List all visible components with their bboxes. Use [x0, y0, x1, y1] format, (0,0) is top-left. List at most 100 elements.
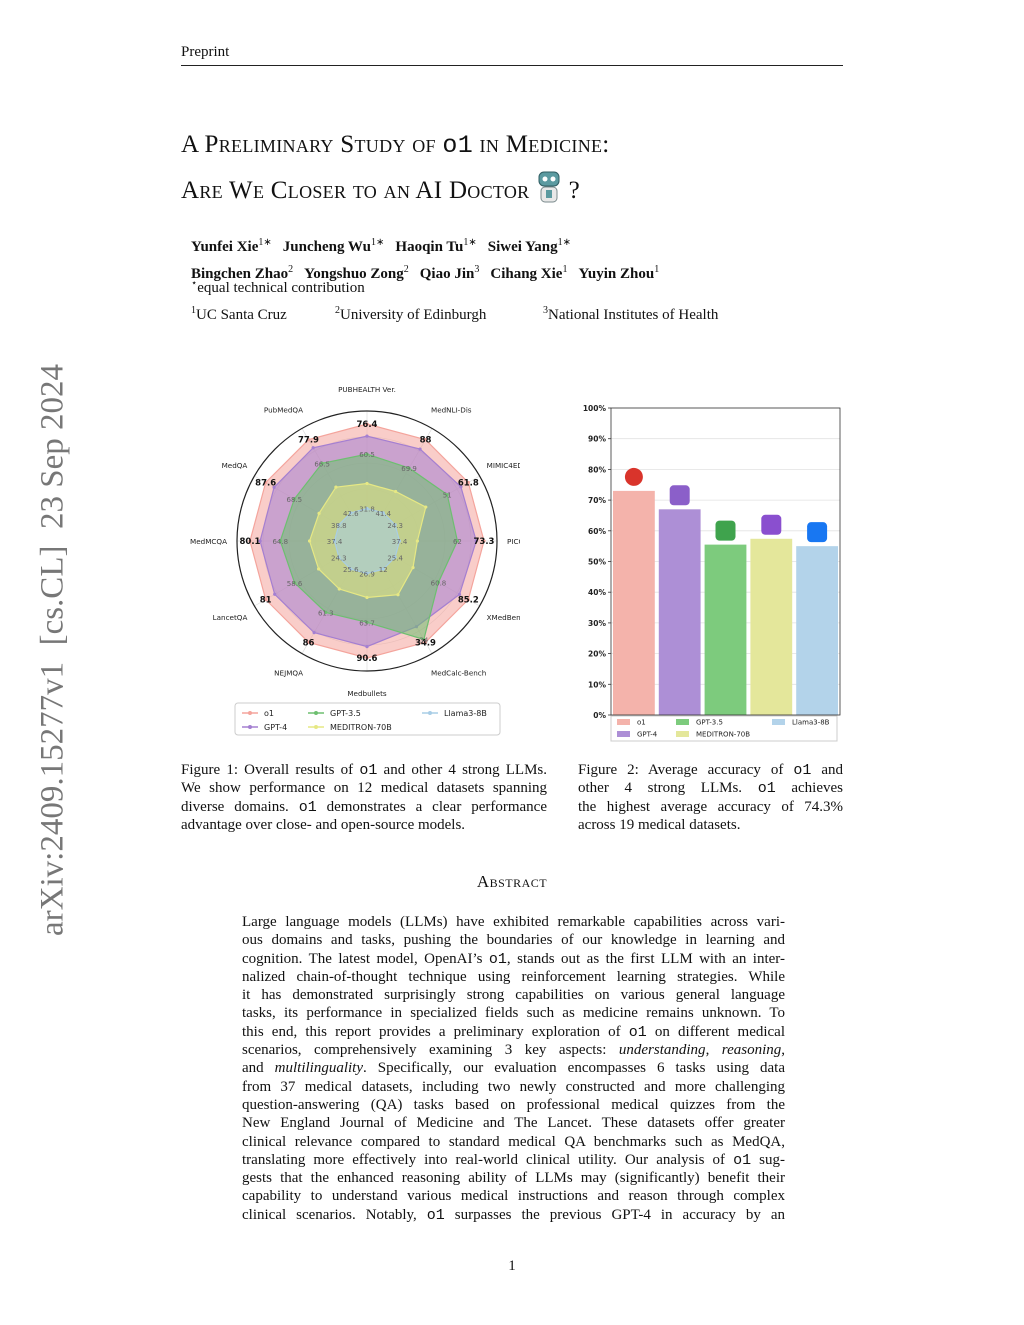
value-label: 61.8 — [458, 479, 479, 489]
radar-point — [273, 592, 277, 596]
value-label: 64.8 — [272, 538, 288, 546]
text-line: advantage over close- and open-source mo… — [181, 816, 547, 834]
value-label: 80.1 — [240, 537, 261, 547]
text-segment: surpasses the previous GPT-4 in accuracy… — [444, 1206, 785, 1223]
author-affil: 1∗ — [371, 237, 385, 248]
text-segment: , — [705, 1042, 722, 1059]
radar-point — [365, 656, 369, 660]
text-segment: o1 — [426, 1206, 445, 1224]
author-affil: 2 — [288, 263, 294, 275]
axis-label: MedCalc-Bench — [431, 669, 486, 678]
axis-label: MIMIC4ED — [487, 461, 520, 470]
text-line: it has demonstrated surprisingly strong … — [242, 986, 785, 1004]
radar-point — [418, 447, 422, 451]
radar-point — [349, 511, 353, 515]
legend-label: o1 — [637, 719, 646, 727]
radar-point — [349, 567, 353, 571]
text-segment: o1 — [359, 762, 378, 779]
axis-label: PICO — [507, 537, 520, 546]
text-segment: nalized chain-of-thought technique using… — [242, 968, 785, 985]
value-label: 41.4 — [375, 510, 391, 518]
text-segment: and other 4 strong LLMs. — [377, 762, 547, 778]
abstract-body: Large language models (LLMs) have exhibi… — [242, 913, 785, 1224]
legend-frame — [234, 702, 501, 736]
legend-frame — [610, 715, 838, 742]
bar — [796, 546, 838, 715]
author-row: Yunfei Xie1∗ Juncheng Wu1∗ Haoqin Tu1∗ Siwe… — [191, 232, 670, 259]
title-line: Are We Closer to an AI Doctor ? — [181, 170, 580, 205]
text-line: from 37 medical datasets, including two … — [242, 1078, 785, 1096]
value-label: 62 — [453, 538, 462, 546]
text-segment: Figure 1: Overall results of — [181, 762, 360, 778]
legend-swatch — [676, 731, 689, 737]
text-segment: it has demonstrated surprisingly strong … — [242, 987, 785, 1004]
text-segment: and — [811, 762, 843, 778]
text-segment: , stands out as the first LLM with an in… — [506, 950, 785, 967]
radar-point — [332, 539, 337, 543]
radar-point — [365, 595, 369, 600]
value-label: 88 — [420, 436, 432, 446]
text-line: the highest average accuracy of 74.3% — [578, 798, 843, 816]
affil-mark: 2 — [335, 305, 340, 316]
y-tick-label: 60% — [588, 527, 606, 536]
author-affil: 1∗ — [258, 237, 272, 248]
value-label: 51 — [443, 492, 452, 500]
text-line: gests that the enhanced reasoning abilit… — [242, 1169, 785, 1187]
text-segment: o1 — [793, 762, 812, 779]
bar-icon — [807, 522, 828, 543]
bar — [613, 490, 655, 715]
note-text: equal technical contribution — [197, 280, 365, 296]
text-line: diverse domains. o1 demonstrates a clear… — [181, 798, 547, 816]
value-label: 81 — [260, 596, 272, 606]
value-label: 73.3 — [474, 537, 495, 547]
text-line: scenarios, comprehensively examining 3 k… — [242, 1041, 785, 1059]
radar-point — [365, 452, 369, 456]
text-line: question-answering (QA) tasks based on p… — [242, 1096, 785, 1114]
radar-point — [424, 505, 428, 509]
value-label: 38.8 — [331, 522, 347, 530]
value-label: 25.6 — [343, 566, 359, 574]
text-segment: from 37 medical datasets, including two … — [242, 1078, 785, 1095]
text-segment: Large language models (LLMs) have exhibi… — [242, 914, 785, 930]
y-tick-label: 0% — [593, 711, 606, 720]
text-segment: o1 — [757, 780, 776, 798]
author-list: Yunfei Xie1∗ Juncheng Wu1∗ Haoqin Tu1∗ Siwe… — [191, 232, 670, 285]
author: Haoqin Tu1∗ — [395, 237, 476, 255]
text-line: and multilinguality. Specifically, our e… — [242, 1059, 785, 1077]
text-segment: across 19 medical datasets. — [578, 816, 741, 833]
legend-label: Llama3-8B — [792, 719, 830, 727]
value-label: 87.6 — [255, 479, 276, 489]
author: Cihang Xie1 — [490, 264, 567, 282]
radar-point — [264, 597, 268, 602]
radar-point — [317, 511, 321, 515]
arxiv-stamp: arXiv:2409.15277v1 [cs.CL] 23 Sep 2024 — [34, 364, 71, 936]
radar-point — [466, 597, 470, 602]
radar-point — [312, 631, 316, 635]
value-label: 66.5 — [314, 460, 330, 468]
radar-point — [316, 567, 321, 571]
bar — [704, 544, 747, 715]
radar-point — [264, 480, 268, 485]
author-affil: 1 — [654, 263, 660, 275]
value-label: 85.2 — [458, 596, 479, 606]
author: Yunfei Xie1∗ — [191, 237, 272, 255]
text-segment: reasoning — [721, 1042, 782, 1059]
text-segment: translating more effectively into real-w… — [242, 1151, 734, 1168]
radar-point — [381, 511, 385, 515]
radar-point — [278, 539, 282, 543]
text-line: tasks, its performance in specialized fi… — [242, 1004, 785, 1022]
radar-point — [396, 593, 400, 597]
author-name: Siwei Yang — [487, 239, 558, 255]
text-line: Figure 2: Average accuracy of o1 and — [578, 761, 843, 779]
author-affil: 3 — [474, 263, 480, 275]
text-line: across 19 medical datasets. — [578, 816, 843, 834]
value-label: 24.3 — [331, 554, 347, 562]
author: Yongshuo Zong2 — [304, 264, 409, 282]
bar — [658, 509, 701, 715]
bar-icon — [624, 467, 643, 486]
author-name: Juncheng Wu — [282, 239, 372, 255]
radar-point — [393, 523, 397, 527]
author: Yuyin Zhou1 — [578, 263, 660, 282]
figure-caption: Figure 1: Overall results of o1 and othe… — [181, 761, 547, 834]
